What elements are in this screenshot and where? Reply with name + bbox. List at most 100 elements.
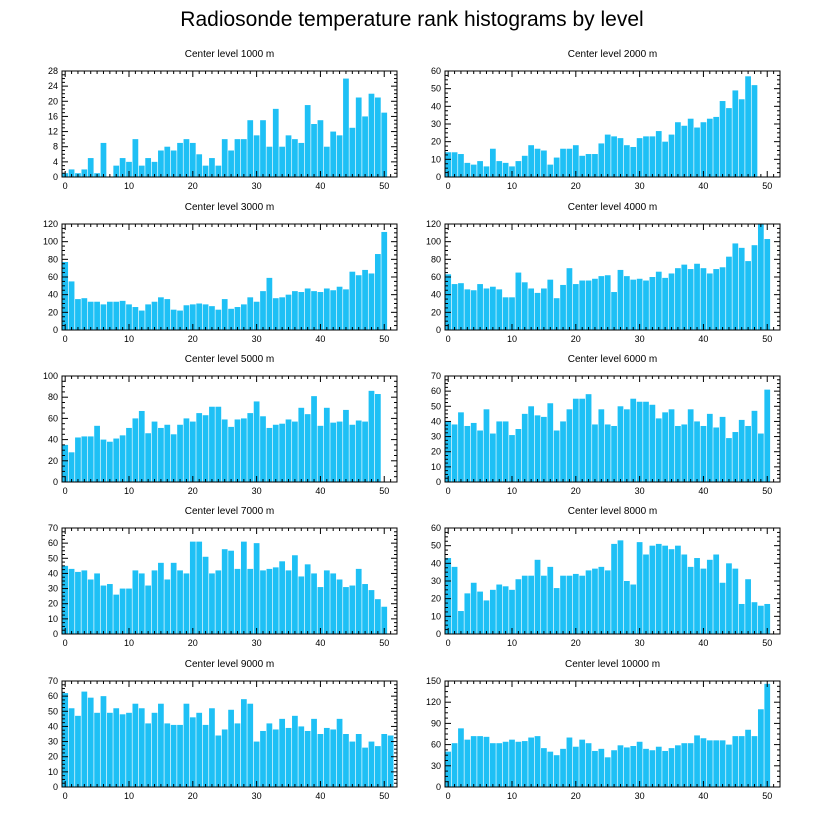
bar [368, 741, 375, 787]
bar [183, 305, 190, 330]
y-tick-label: 40 [431, 558, 441, 568]
y-tick-label: 0 [436, 172, 441, 182]
bar [713, 740, 720, 787]
bar [234, 139, 241, 177]
bar [623, 409, 630, 482]
bar [355, 420, 362, 482]
bar [272, 424, 279, 482]
bar [68, 568, 75, 634]
y-tick-label: 20 [431, 594, 441, 604]
panel-title: Center level 7000 m [185, 506, 275, 517]
bar [751, 602, 758, 634]
bar [598, 409, 605, 482]
bar [726, 108, 732, 177]
bar [343, 587, 349, 634]
bar [138, 573, 145, 634]
x-tick-label: 50 [379, 181, 389, 191]
panel-8: 0 10 20 30 40 50 0 10 20 30 40 50 60 Center level 800… [431, 506, 781, 648]
bar [592, 424, 598, 482]
bar [87, 301, 94, 330]
bar [630, 398, 637, 482]
bar [572, 746, 579, 787]
bar [726, 438, 732, 482]
bar [464, 289, 471, 330]
y-tick-label: 10 [48, 614, 58, 624]
bar [458, 728, 464, 787]
bar [68, 281, 75, 330]
bar [138, 708, 145, 787]
bar [330, 290, 337, 330]
bar [451, 284, 458, 330]
y-tick-label: 30 [431, 432, 441, 442]
y-tick-label: 60 [431, 740, 441, 750]
x-tick-label: 40 [698, 486, 708, 496]
bar [202, 165, 209, 177]
bar [189, 717, 196, 787]
bar [541, 416, 547, 482]
bar [183, 418, 190, 482]
bar [94, 301, 100, 330]
bar [560, 421, 566, 482]
bar [585, 743, 592, 787]
bar [553, 755, 560, 787]
y-tick-label: 4 [53, 157, 58, 167]
bar [228, 550, 234, 634]
bar [458, 154, 464, 177]
bar [113, 708, 120, 787]
bar [738, 99, 745, 177]
bar [221, 299, 228, 330]
bar [757, 709, 764, 787]
bar [700, 425, 707, 482]
y-tick-label: 0 [436, 325, 441, 335]
bar [687, 566, 694, 634]
bar [132, 703, 139, 787]
bar [240, 139, 247, 177]
bar [215, 735, 222, 787]
bar [598, 748, 605, 787]
bar [189, 304, 196, 330]
bar [323, 146, 330, 177]
bar [655, 131, 662, 177]
bar [502, 741, 509, 787]
bar [706, 273, 713, 330]
bar [221, 139, 228, 177]
bar [675, 545, 681, 634]
bar [623, 747, 630, 787]
bar [349, 741, 356, 787]
bar [177, 424, 183, 482]
bar [304, 105, 311, 177]
bar [764, 239, 771, 330]
bar [177, 724, 183, 787]
bar [311, 573, 317, 634]
bar [323, 407, 330, 482]
bar [534, 415, 541, 482]
bar [636, 401, 643, 482]
y-tick-label: 20 [431, 447, 441, 457]
x-tick-label: 40 [698, 638, 708, 648]
bar [668, 549, 675, 634]
bar [751, 736, 758, 787]
bar [528, 406, 535, 482]
bar [317, 120, 324, 177]
bar [636, 138, 643, 177]
bar [764, 389, 771, 482]
bar [170, 434, 177, 482]
bar [209, 306, 215, 330]
bar [368, 93, 375, 177]
bar [764, 603, 771, 634]
bar [381, 112, 388, 177]
bar [330, 422, 337, 482]
bar [509, 297, 515, 330]
bar [662, 412, 669, 482]
bar [477, 284, 483, 330]
bar [81, 169, 88, 177]
bar [100, 304, 107, 330]
bar [119, 588, 126, 634]
bar [368, 590, 375, 634]
bar [81, 570, 88, 634]
bar [68, 452, 75, 482]
bar [592, 568, 598, 634]
x-tick-label: 40 [315, 181, 325, 191]
bar [151, 161, 158, 177]
